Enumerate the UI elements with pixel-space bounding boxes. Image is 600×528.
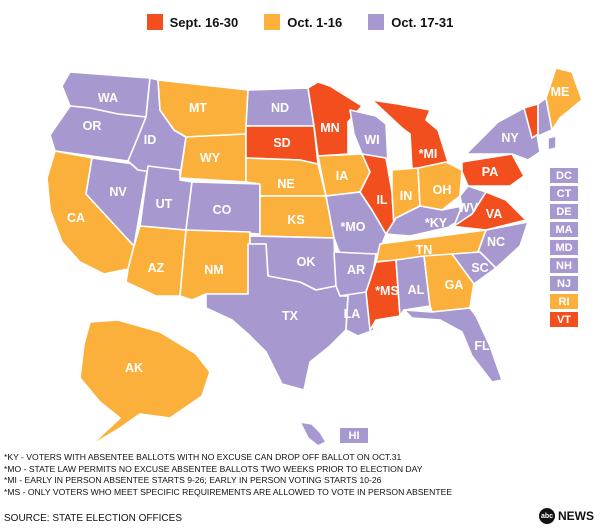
state-label-ia: IA (336, 169, 349, 183)
footnote-ms: *MS - ONLY VOTERS WHO MEET SPECIFIC REQU… (4, 486, 453, 497)
state-label-ut: UT (156, 197, 173, 211)
state-label-nv: NV (109, 185, 127, 199)
footnotes: *KY - VOTERS WITH ABSENTEE BALLOTS WITH … (4, 452, 524, 498)
small-state-box-vt: VT (550, 312, 578, 327)
small-state-box-nh: NH (550, 258, 578, 273)
state-ky (385, 205, 463, 237)
footnote-mo: *MO - STATE LAW PERMITS NO EXCUSE ABSENT… (4, 463, 423, 474)
small-state-box-ct: CT (550, 186, 578, 201)
state-label-or: OR (83, 119, 102, 133)
state-label-ks: KS (287, 213, 304, 227)
state-label-mt: MT (189, 101, 207, 115)
legend-swatch (368, 14, 385, 30)
state-label-nc: NC (487, 235, 505, 249)
state-tx (205, 243, 349, 391)
state-label-il: IL (376, 193, 387, 207)
state-label-mn: MN (320, 121, 339, 135)
state-ny (465, 107, 541, 161)
state-label-wy: WY (200, 151, 221, 165)
state-label-az: AZ (148, 261, 165, 275)
state-label-sc: SC (471, 261, 488, 275)
state-me (545, 67, 583, 131)
state-label-tx: TX (282, 309, 299, 323)
state-label-al: AL (408, 283, 425, 297)
state-label-wv: WV (458, 201, 479, 215)
state-label-ga: GA (445, 278, 464, 292)
state-hi (299, 421, 327, 447)
state-al (395, 255, 431, 317)
state-label-ne: NE (277, 177, 294, 191)
state-label-in: IN (400, 189, 413, 203)
small-state-box-ri: RI (550, 294, 578, 309)
small-states-key: DC CT DE MA MD NH NJ RI VT (550, 168, 578, 330)
state-ak (79, 319, 211, 447)
state-label-ok: OK (297, 255, 316, 269)
legend-item-oct17: Oct. 17-31 (368, 14, 453, 30)
state-label-co: CO (213, 203, 232, 217)
state-label-nm: NM (204, 263, 223, 277)
footnote-ky: *KY - VOTERS WITH ABSENTEE BALLOTS WITH … (4, 452, 402, 462)
state-label-mi: *MI (419, 147, 438, 161)
state-ri (547, 135, 557, 151)
state-mn (307, 81, 363, 157)
map-legend: Sept. 16-30 Oct. 1-16 Oct. 17-31 (0, 14, 600, 30)
hi-label-box: HI (340, 428, 368, 443)
state-label-wi: WI (364, 133, 379, 147)
state-label-oh: OH (433, 183, 452, 197)
legend-item-oct1: Oct. 1-16 (264, 14, 342, 30)
legend-swatch (264, 14, 281, 30)
state-label-ak: AK (125, 361, 143, 375)
state-label-tn: TN (416, 243, 433, 257)
state-label-nd: ND (271, 101, 289, 115)
small-state-box-dc: DC (550, 168, 578, 183)
small-state-box-de: DE (550, 204, 578, 219)
legend-label: Oct. 17-31 (391, 14, 454, 30)
small-state-box-md: MD (550, 240, 578, 255)
state-label-pa: PA (482, 165, 498, 179)
state-label-ca: CA (67, 211, 85, 225)
footnote-mi: *MI - EARLY IN PERSON ABSENTEE STARTS 9-… (4, 475, 382, 485)
state-label-mo: *MO (341, 220, 366, 234)
abc-logo-text: NEWS (558, 509, 594, 523)
state-fl (403, 307, 503, 383)
legend-label: Sept. 16-30 (169, 14, 239, 30)
legend-label: Oct. 1-16 (287, 14, 343, 30)
state-labels: WA OR CA NV ID MT WY UT AZ CO NM ND SD NE KS OK TX MN IA *M… (67, 85, 569, 375)
state-label-la: LA (344, 307, 361, 321)
state-label-fl: FL (474, 339, 490, 353)
state-label-wa: WA (98, 91, 118, 105)
state-label-ky: *KY (425, 216, 448, 230)
state-label-ny: NY (501, 131, 519, 145)
state-label-ms: *MS (375, 284, 399, 298)
abc-news-logo: abc NEWS (539, 508, 594, 524)
small-state-box-ma: MA (550, 222, 578, 237)
small-state-box-nj: NJ (550, 276, 578, 291)
state-label-sd: SD (273, 136, 290, 150)
state-label-me: ME (551, 85, 570, 99)
source-line: SOURCE: STATE ELECTION OFFICES (4, 513, 182, 524)
abc-logo-mark: abc (539, 508, 555, 524)
state-label-va: VA (486, 207, 502, 221)
state-mi (371, 99, 449, 171)
state-label-ar: AR (347, 263, 365, 277)
legend-swatch (146, 14, 163, 30)
legend-item-sept: Sept. 16-30 (146, 14, 239, 30)
state-label-id: ID (144, 133, 157, 147)
